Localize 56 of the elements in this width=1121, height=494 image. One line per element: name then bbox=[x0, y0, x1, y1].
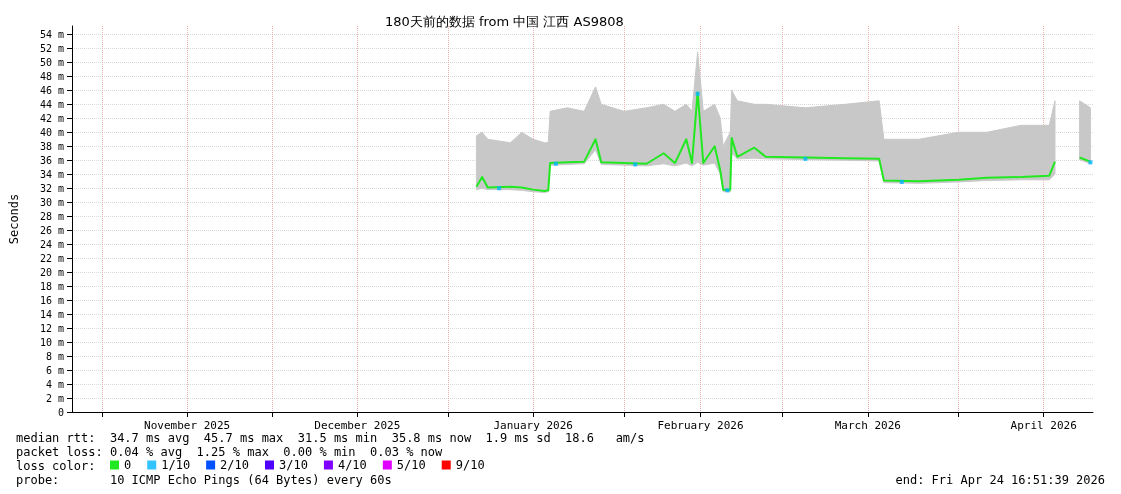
y-tick-label: 10 m bbox=[39, 336, 64, 348]
y-tick-label: 18 m bbox=[39, 280, 64, 292]
y-tick-label: 20 m bbox=[39, 266, 64, 278]
y-tick-label: 54 m bbox=[39, 28, 64, 40]
point bbox=[497, 186, 502, 191]
x-tick-label: February 2026 bbox=[657, 419, 744, 432]
y-tick-label: 30 m bbox=[39, 196, 64, 208]
point bbox=[553, 161, 558, 166]
text: median rtt: 34.7 ms avg 45.7 ms max 31.5 ms min 35.8 ms now 1.9 ms sd 18.6 am/s bbox=[16, 431, 645, 445]
x-tick-label: April 2026 bbox=[1010, 419, 1077, 432]
text: probe: 10 ICMP Echo Pings (64 Bytes) every 60s bbox=[16, 473, 392, 487]
legend-label: 4/10 bbox=[337, 458, 367, 472]
y-tick-label: 12 m bbox=[39, 322, 64, 334]
y-axis-title: Seconds bbox=[7, 193, 21, 245]
x-tick-label: December 2025 bbox=[314, 419, 401, 432]
y-tick-label: 36 m bbox=[39, 154, 64, 166]
y-tick-label: 44 m bbox=[39, 98, 64, 110]
legend-label: 9/10 bbox=[455, 458, 485, 472]
text: packet loss: 0.04 % avg 1.25 % max 0.00 % min 0.03 % now bbox=[16, 445, 444, 459]
y-tick-label: 42 m bbox=[39, 112, 64, 124]
legend-label: 0 bbox=[124, 458, 132, 472]
y-tick-label: 8 m bbox=[45, 350, 64, 362]
y-tick-label: 26 m bbox=[39, 224, 64, 236]
point bbox=[695, 91, 700, 96]
point bbox=[803, 156, 808, 161]
x-tick-label: November 2025 bbox=[144, 419, 231, 432]
y-tick-label: 16 m bbox=[39, 294, 64, 306]
y-tick-label: 50 m bbox=[39, 56, 64, 68]
x-tick-label: January 2026 bbox=[493, 419, 573, 432]
y-tick-label: 46 m bbox=[39, 84, 64, 96]
point bbox=[899, 179, 904, 184]
y-tick-label: 6 m bbox=[45, 364, 64, 376]
y-tick-label: 40 m bbox=[39, 126, 64, 138]
legend-label: 1/10 bbox=[161, 458, 191, 472]
y-tick-label: 2 m bbox=[45, 392, 64, 404]
point bbox=[633, 162, 638, 167]
chart-title: 180天前的数据 from 中国 江西 AS9808 bbox=[385, 14, 624, 29]
point bbox=[725, 188, 730, 193]
y-tick-label: 24 m bbox=[39, 238, 64, 250]
y-tick-label: 52 m bbox=[39, 42, 64, 54]
y-tick-label: 38 m bbox=[39, 140, 64, 152]
y-tick-label: 28 m bbox=[39, 210, 64, 222]
y-tick-label: 14 m bbox=[39, 308, 64, 320]
y-tick-label: 0 bbox=[57, 406, 64, 418]
y-tick-label: 48 m bbox=[39, 70, 64, 82]
x-tick-label: March 2026 bbox=[834, 419, 901, 432]
point bbox=[1088, 160, 1093, 165]
legend-label: 3/10 bbox=[279, 458, 308, 472]
y-tick-label: 4 m bbox=[45, 378, 64, 390]
legend-title: loss color: bbox=[16, 459, 96, 473]
y-tick-label: 34 m bbox=[39, 168, 64, 180]
legend-label: 2/10 bbox=[220, 458, 250, 472]
legend-label: 5/10 bbox=[396, 458, 426, 472]
y-tick-label: 22 m bbox=[39, 252, 64, 264]
text: end: Fri Apr 24 16:51:39 2026 bbox=[895, 473, 1105, 487]
y-tick-label: 32 m bbox=[39, 182, 64, 194]
